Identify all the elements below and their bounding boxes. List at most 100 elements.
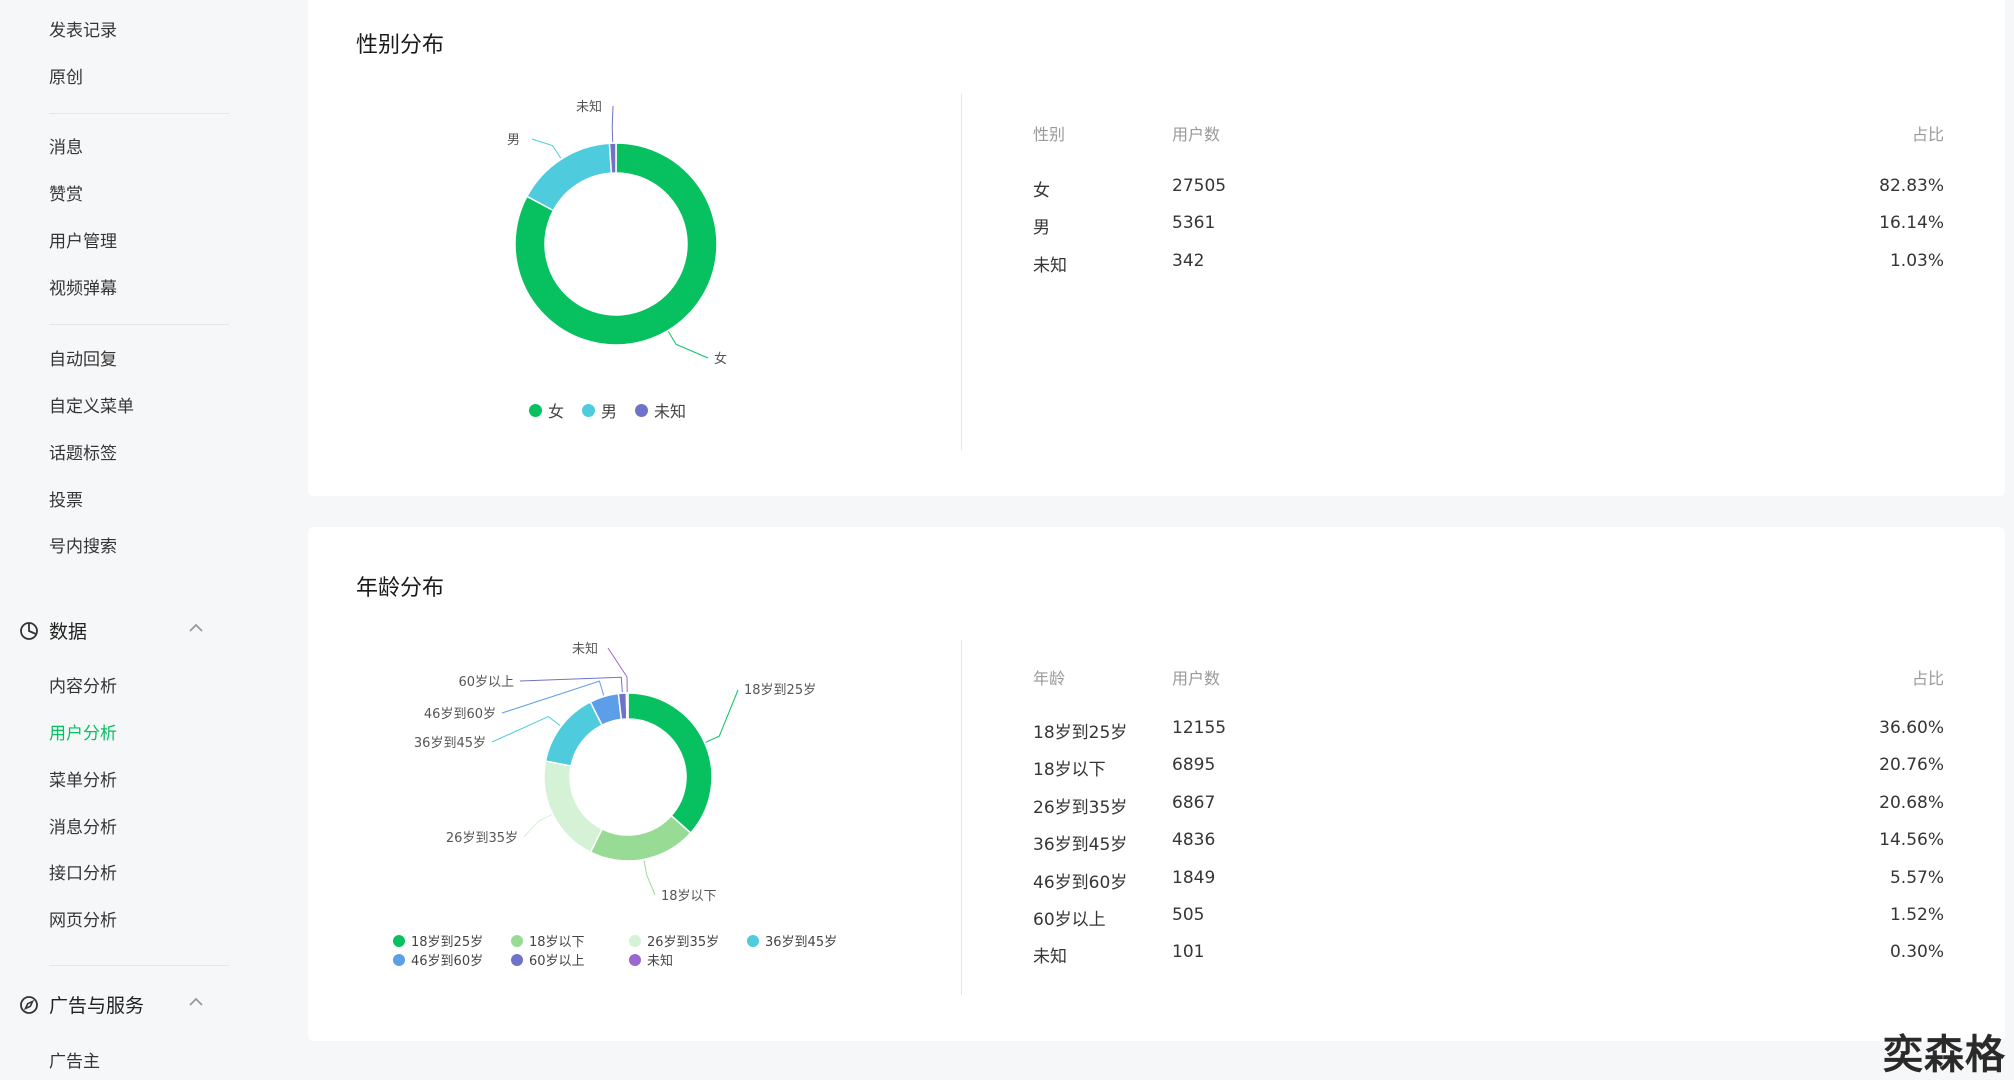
table-cell-count: 101 bbox=[1172, 942, 1205, 962]
legend-dot bbox=[629, 953, 641, 966]
legend-item[interactable]: 未知 bbox=[629, 950, 747, 969]
legend-item[interactable]: 46岁到60岁 bbox=[393, 950, 511, 969]
legend-item[interactable]: 26岁到35岁 bbox=[629, 931, 747, 950]
pie-slice[interactable] bbox=[543, 760, 604, 854]
gender-distribution-card: 性别分布 女男未知 女 男 未知 性别 用户数 占比 女 27505 82.83… bbox=[308, 0, 2005, 496]
sidebar-item-content-analysis[interactable]: 内容分析 bbox=[49, 677, 117, 697]
table-cell-label: 18岁到25岁 bbox=[1033, 723, 1128, 743]
sidebar-item-publish-records[interactable]: 发表记录 bbox=[49, 21, 117, 41]
chevron-up-icon[interactable] bbox=[186, 992, 206, 1012]
pie-slice[interactable] bbox=[514, 142, 718, 346]
table-cell-percent: 14.56% bbox=[1879, 830, 1944, 850]
pie-slice[interactable] bbox=[525, 142, 613, 212]
sidebar-item-custom-menu[interactable]: 自定义菜单 bbox=[49, 397, 134, 417]
gender-donut-chart: 女 男 未知 bbox=[507, 99, 727, 367]
chevron-up-icon[interactable] bbox=[186, 618, 206, 638]
table-cell-percent: 16.14% bbox=[1879, 213, 1944, 233]
sidebar-section-data[interactable]: 数据 bbox=[18, 617, 203, 644]
watermark: 奕森格 bbox=[1883, 1032, 2006, 1078]
sidebar-item-video-danmaku[interactable]: 视频弹幕 bbox=[49, 279, 117, 299]
legend-dot bbox=[393, 953, 405, 966]
sidebar-item-message-analysis[interactable]: 消息分析 bbox=[49, 818, 117, 838]
legend-item[interactable]: 18岁到25岁 bbox=[393, 931, 511, 950]
sidebar-item-user-management[interactable]: 用户管理 bbox=[49, 232, 117, 252]
pie-leader-line bbox=[519, 676, 623, 693]
sidebar-divider bbox=[49, 324, 229, 325]
table-cell-percent: 82.83% bbox=[1879, 176, 1944, 196]
legend-item[interactable]: 18岁以下 bbox=[511, 931, 629, 950]
pie-slice[interactable] bbox=[608, 142, 617, 174]
pie-label: 26岁到35岁 bbox=[446, 831, 518, 846]
sidebar-item-menu-analysis[interactable]: 菜单分析 bbox=[49, 771, 117, 791]
sidebar-item-messages[interactable]: 消息 bbox=[49, 138, 83, 158]
sidebar-item-api-analysis[interactable]: 接口分析 bbox=[49, 864, 117, 884]
sidebar-item-in-account-search[interactable]: 号内搜索 bbox=[49, 537, 117, 557]
table-header-percent: 占比 bbox=[1911, 669, 1944, 688]
sidebar-item-user-analysis[interactable]: 用户分析 bbox=[49, 724, 117, 744]
legend-dot bbox=[529, 403, 542, 417]
pie-label: 未知 bbox=[576, 99, 602, 115]
legend-dot bbox=[747, 934, 759, 947]
legend-item[interactable]: 未知 bbox=[635, 398, 686, 422]
pie-slice[interactable] bbox=[589, 814, 692, 862]
pie-slice[interactable] bbox=[625, 692, 629, 720]
table-cell-percent: 0.30% bbox=[1889, 942, 1944, 962]
legend-item[interactable]: 36岁到45岁 bbox=[747, 931, 865, 950]
table-cell-count: 5361 bbox=[1172, 213, 1216, 233]
pie-label: 女 bbox=[714, 351, 727, 367]
pie-leader-line bbox=[491, 715, 561, 743]
table-cell-count: 4836 bbox=[1172, 830, 1216, 850]
table-header-count: 用户数 bbox=[1172, 125, 1221, 144]
table-cell-count: 6867 bbox=[1172, 793, 1216, 813]
legend-item[interactable]: 女 bbox=[529, 398, 564, 422]
card-divider bbox=[961, 94, 962, 450]
pie-label: 18岁以下 bbox=[661, 889, 717, 904]
table-cell-label: 26岁到35岁 bbox=[1033, 798, 1128, 818]
sidebar-divider bbox=[49, 113, 229, 114]
pie-leader-line bbox=[607, 647, 628, 693]
table-cell-label: 未知 bbox=[1033, 256, 1067, 276]
legend-item[interactable]: 男 bbox=[582, 398, 617, 422]
sidebar-item-appreciation[interactable]: 赞赏 bbox=[49, 185, 83, 205]
sidebar-item-advertiser[interactable]: 广告主 bbox=[49, 1052, 100, 1072]
sidebar-divider bbox=[49, 965, 229, 966]
sidebar-section-ads[interactable]: 广告与服务 bbox=[18, 991, 203, 1018]
pie-leader-line bbox=[705, 689, 739, 743]
table-header-count: 用户数 bbox=[1172, 669, 1221, 688]
sidebar-item-vote[interactable]: 投票 bbox=[49, 491, 83, 511]
legend-dot bbox=[511, 953, 523, 966]
card-divider bbox=[961, 640, 962, 995]
sidebar-item-original[interactable]: 原创 bbox=[49, 68, 83, 88]
pie-label: 男 bbox=[507, 133, 520, 148]
table-cell-count: 505 bbox=[1172, 905, 1205, 925]
table-cell-label: 女 bbox=[1033, 181, 1050, 201]
pie-slice[interactable] bbox=[627, 692, 713, 835]
sidebar-section-data-title: 数据 bbox=[49, 621, 88, 643]
table-cell-label: 18岁以下 bbox=[1033, 760, 1106, 780]
table-cell-count: 27505 bbox=[1172, 176, 1227, 196]
sidebar-section-ads-title: 广告与服务 bbox=[49, 995, 145, 1017]
legend-dot bbox=[393, 934, 405, 947]
legend-item[interactable]: 60岁以上 bbox=[511, 950, 629, 969]
sidebar-item-webpage-analysis[interactable]: 网页分析 bbox=[49, 911, 117, 931]
table-cell-label: 46岁到60岁 bbox=[1033, 873, 1128, 893]
table-cell-label: 未知 bbox=[1033, 947, 1067, 967]
legend-dot bbox=[511, 934, 523, 947]
sidebar-item-topic-tags[interactable]: 话题标签 bbox=[49, 444, 117, 464]
table-cell-count: 6895 bbox=[1172, 755, 1216, 775]
sidebar-item-auto-reply[interactable]: 自动回复 bbox=[49, 350, 117, 370]
table-cell-count: 342 bbox=[1172, 251, 1205, 271]
pie-label: 36岁到45岁 bbox=[414, 736, 486, 751]
table-cell-label: 男 bbox=[1033, 218, 1050, 238]
pie-label: 46岁到60岁 bbox=[424, 707, 496, 722]
compass-icon bbox=[20, 995, 38, 1014]
table-cell-percent: 20.68% bbox=[1879, 793, 1944, 813]
legend-dot bbox=[635, 403, 649, 417]
pie-label: 60岁以上 bbox=[458, 675, 514, 690]
pie-label: 18岁到25岁 bbox=[744, 683, 816, 698]
pie-slice[interactable] bbox=[544, 700, 604, 767]
table-cell-count: 12155 bbox=[1172, 718, 1227, 738]
age-donut-chart: 18岁到25岁 18岁以下 26岁到35岁 36岁到45岁 46岁到60岁 60岁以上 未知 bbox=[414, 641, 816, 904]
age-card-title: 年龄分布 bbox=[356, 576, 445, 601]
table-cell-percent: 36.60% bbox=[1879, 718, 1944, 738]
